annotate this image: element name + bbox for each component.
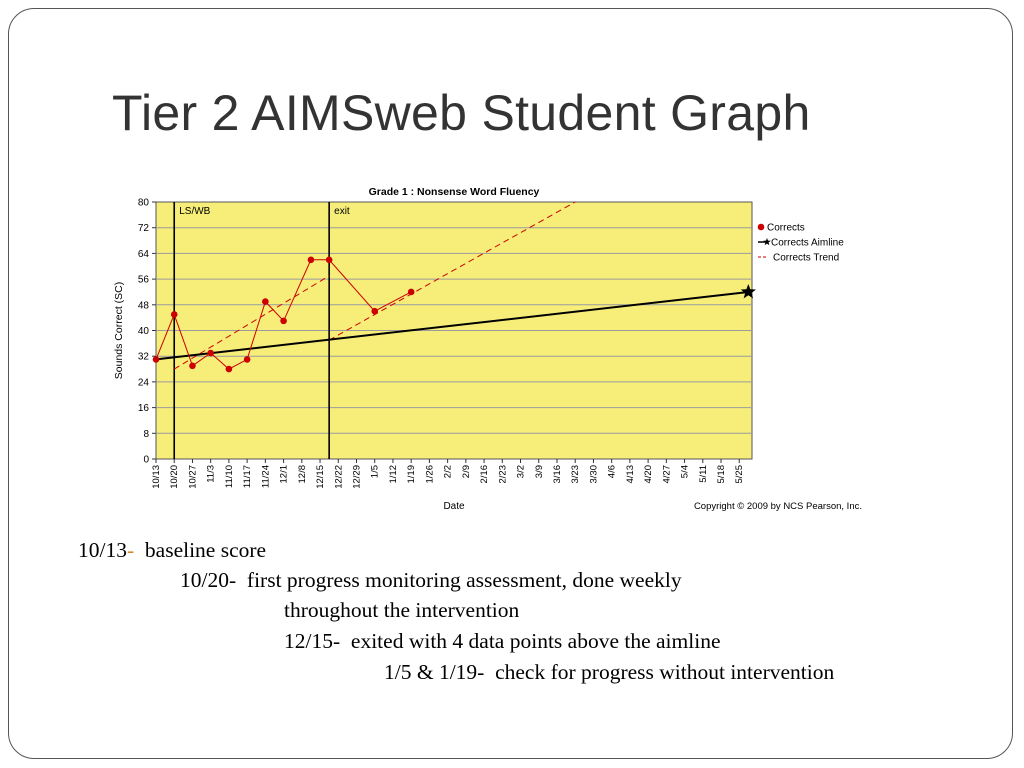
x-tick-label: 3/9 xyxy=(534,465,545,478)
x-tick-label: 1/19 xyxy=(406,465,417,484)
legend-label-aimline: Corrects Aimline xyxy=(771,238,844,249)
x-tick-label: 11/24 xyxy=(260,465,271,488)
phase-line-label: LS/WB xyxy=(179,206,210,217)
corrects-point xyxy=(280,317,287,325)
x-tick-label: 10/27 xyxy=(187,465,198,489)
x-tick-label: 11/10 xyxy=(224,465,235,488)
x-tick-label: 5/18 xyxy=(716,465,727,484)
corrects-line xyxy=(155,259,412,370)
corrects-point xyxy=(325,256,333,264)
x-tick-label: 3/2 xyxy=(516,465,527,478)
y-axis-label: Sounds Correct (SC) xyxy=(113,282,125,379)
y-tick-label: 0 xyxy=(143,455,149,466)
legend-marker-corrects xyxy=(757,223,765,231)
phase-line-label: exit xyxy=(334,206,350,217)
nwf-chart: Grade 1 : Nonsense Word Fluency 0 8 16 24 32 4… xyxy=(113,186,862,512)
x-tick-label: 10/13 xyxy=(151,465,162,489)
y-tick-label: 40 xyxy=(138,326,150,337)
x-tick-label: 3/16 xyxy=(552,465,563,484)
corrects-point xyxy=(262,298,269,305)
x-tick-label: 1/12 xyxy=(388,465,399,484)
y-tick-label: 48 xyxy=(138,300,150,311)
x-tick-label: 2/2 xyxy=(443,465,454,478)
y-tick-label: 56 xyxy=(138,275,150,286)
x-tick-label: 12/22 xyxy=(333,465,344,489)
x-tick-label: 5/11 xyxy=(698,465,709,483)
corrects-point xyxy=(225,365,233,373)
corrects-point xyxy=(189,362,196,370)
x-tick-label: 1/5 xyxy=(370,465,381,478)
corrects-point xyxy=(207,349,214,357)
corrects-point xyxy=(243,356,251,363)
y-tick-label: 8 xyxy=(143,429,149,440)
x-tick-label: 3/23 xyxy=(570,465,581,484)
x-tick-label: 11/17 xyxy=(242,465,253,488)
x-tick-label: 12/29 xyxy=(351,465,362,489)
x-tick-label: 10/20 xyxy=(169,465,180,489)
x-tick-label: 5/25 xyxy=(734,465,745,484)
x-tick-label: 11/3 xyxy=(206,465,217,483)
x-tick-label: 2/9 xyxy=(461,465,472,478)
x-tick-label: 2/16 xyxy=(479,465,490,484)
slide-title: Tier 2 AIMSweb Student Graph xyxy=(112,85,811,141)
chart-copyright: Copyright © 2009 by NCS Pearson, Inc. xyxy=(694,501,862,512)
x-tick-label: 1/26 xyxy=(424,465,435,484)
legend-star-aimline xyxy=(763,238,771,246)
x-tick-label: 4/20 xyxy=(643,465,654,484)
y-tick-label: 32 xyxy=(138,352,150,363)
x-tick-label: 12/8 xyxy=(297,465,308,484)
x-tick-label: 2/23 xyxy=(497,465,508,484)
aimline-goal-star xyxy=(740,283,756,299)
x-tick-label: 5/4 xyxy=(680,465,691,478)
legend-label-corrects: Corrects xyxy=(767,223,805,234)
corrects-point xyxy=(307,256,315,264)
x-tick-label: 4/13 xyxy=(625,465,636,484)
corrects-point xyxy=(407,288,415,296)
y-tick-label: 64 xyxy=(138,249,150,260)
trend-line xyxy=(328,201,576,341)
corrects-point xyxy=(170,311,178,318)
y-tick-label: 24 xyxy=(138,377,150,388)
x-tick-label: 3/30 xyxy=(588,465,599,484)
x-tick-label: 4/6 xyxy=(607,465,618,478)
legend-label-trend: Corrects Trend xyxy=(773,253,839,264)
corrects-point xyxy=(371,307,379,315)
x-tick-label: 12/1 xyxy=(279,465,290,484)
y-tick-label: 16 xyxy=(138,403,150,414)
x-tick-label: 12/15 xyxy=(315,465,326,489)
y-tick-label: 72 xyxy=(138,223,150,234)
x-tick-label: 4/27 xyxy=(661,465,672,484)
aimline xyxy=(155,290,749,361)
x-axis-label: Date xyxy=(443,501,465,512)
chart-title: Grade 1 : Nonsense Word Fluency xyxy=(369,186,540,198)
y-tick-label: 80 xyxy=(138,198,150,209)
corrects-point xyxy=(152,356,160,363)
